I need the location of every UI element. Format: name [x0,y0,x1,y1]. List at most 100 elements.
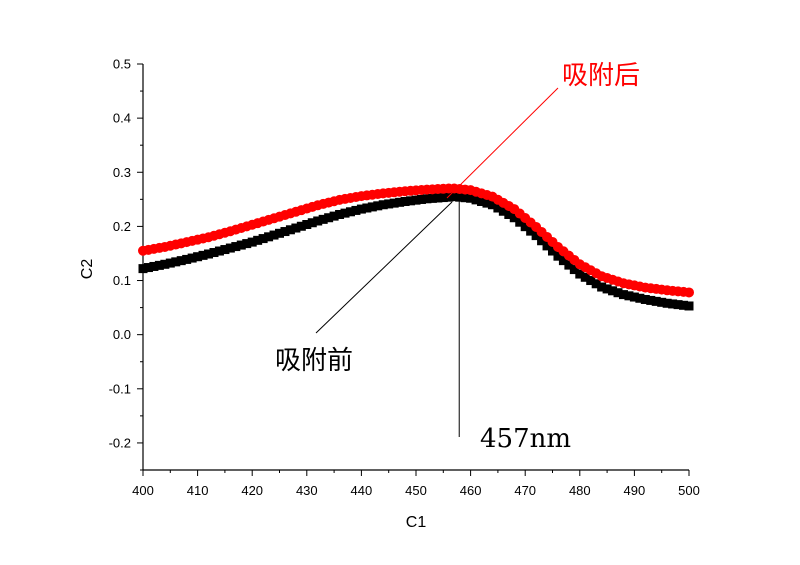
data-point [591,279,601,289]
data-point [487,200,497,210]
annotation-pointer-after [446,87,559,199]
data-point [624,291,634,301]
data-point [307,218,317,228]
x-tick-label: 440 [351,483,373,498]
data-point [275,228,284,238]
data-point [367,202,377,212]
data-point [395,197,405,207]
data-point [411,195,421,205]
data-point [586,276,596,286]
data-point [356,204,366,214]
series-layer [138,183,694,311]
data-point [329,211,339,221]
data-point [668,299,678,309]
y-tick-label: 0.1 [113,273,131,288]
y-tick-label: 0.2 [113,219,131,234]
data-point [498,206,508,216]
data-point [679,300,689,310]
data-point [422,194,432,204]
y-tick-label: 0.3 [113,165,131,180]
x-tick-label: 490 [624,483,646,498]
data-point [204,249,214,259]
data-point [242,239,252,249]
data-point [657,297,667,307]
data-point [471,195,481,205]
data-point [165,258,175,268]
data-point [313,216,323,226]
data-point [138,264,148,274]
data-point [176,256,186,266]
data-point [449,192,459,202]
data-point [597,282,607,292]
data-point [504,209,514,219]
data-point [477,196,487,206]
annotation-layer: 吸附后 吸附前 457nm [275,61,640,454]
data-point [345,207,355,217]
data-point [154,260,164,270]
data-point [558,256,568,266]
data-point [269,230,279,240]
data-point [438,193,448,203]
y-tick-label: 0.4 [113,111,131,126]
data-point [466,193,476,203]
data-point [220,245,230,255]
data-point [280,227,290,237]
annotation-peak-wavelength: 457nm [480,424,571,454]
data-point [618,290,628,300]
data-point [651,296,661,306]
data-point [318,214,328,224]
x-tick-label: 460 [460,483,482,498]
data-point [225,243,235,253]
data-point [340,208,350,218]
x-tick-label: 480 [569,483,591,498]
data-point [302,220,312,230]
data-point [171,257,181,267]
data-point [209,248,219,258]
data-point [433,193,443,203]
data-point [531,231,541,241]
data-point [236,240,246,250]
data-point [258,234,268,244]
data-point [684,301,694,311]
data-point [198,250,208,260]
data-point [296,221,306,231]
data-point [613,288,623,298]
y-tick-label: -0.1 [109,381,131,396]
y-tick-label: -0.2 [109,435,131,450]
data-point [646,295,656,305]
data-point [569,265,579,275]
data-point [493,203,503,213]
data-point [662,298,672,308]
x-tick-label: 430 [296,483,318,498]
data-point [149,261,159,271]
data-point [187,253,197,263]
x-tick-label: 500 [678,483,700,498]
data-point [231,242,241,252]
x-tick-label: 470 [514,483,536,498]
x-tick-label: 410 [187,483,209,498]
data-point [264,232,274,242]
data-point [389,198,399,208]
data-point [214,246,224,256]
annotation-pointer-before [315,201,453,334]
data-point [629,292,639,302]
data-point [635,293,645,303]
data-point [143,263,153,273]
data-point [182,254,192,264]
series-before [138,192,694,311]
data-point [640,294,650,304]
data-point [580,272,590,282]
data-point [482,198,492,208]
data-point [193,252,203,262]
x-tick-label: 450 [405,483,427,498]
data-point [427,193,437,203]
data-point [548,246,557,256]
data-point [602,284,612,294]
data-point [537,236,547,246]
data-point [553,251,563,261]
data-point [542,241,552,251]
x-tick-label: 400 [132,483,154,498]
data-point [515,217,525,227]
data-point [520,222,530,232]
x-tick-label: 420 [241,483,263,498]
